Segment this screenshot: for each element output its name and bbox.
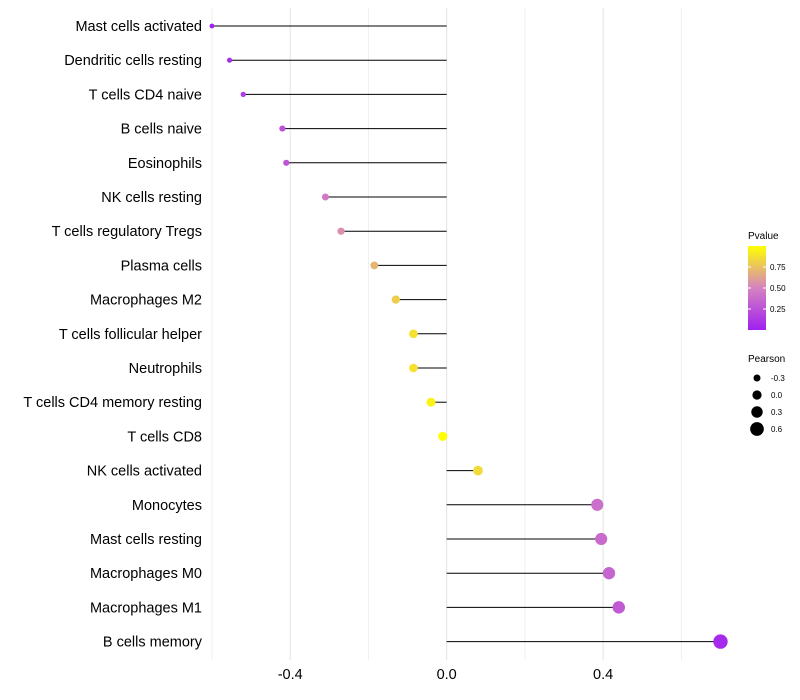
category-label-12: T cells CD8 [127,429,202,445]
point-9 [409,329,418,339]
pvalue-tick-label-2: 0.75 [770,263,786,272]
category-label-7: Plasma cells [121,258,202,274]
x-tick-label-2: 0.4 [593,667,613,683]
pearson-size-label-2: 0.3 [771,408,783,417]
x-axis-tick-labels: -0.4 0.0 0.4 [278,667,614,683]
category-labels: Mast cells activated Dendritic cells rest… [23,19,202,651]
category-label-16: Macrophages M0 [90,566,202,582]
pearson-size-key-3 [750,422,764,436]
gridlines [211,8,682,660]
category-label-2: T cells CD4 naive [89,87,202,103]
point-14 [591,498,604,511]
point-3 [279,125,286,132]
point-10 [409,363,418,373]
point-7 [370,261,379,270]
pvalue-tick-label-1: 0.50 [770,284,786,293]
point-8 [391,295,400,304]
point-6 [337,227,345,235]
category-label-6: T cells regulatory Tregs [52,224,202,240]
pearson-size-label-0: -0.3 [771,374,785,383]
pearson-size-key-1 [752,390,762,400]
category-label-3: B cells naive [121,122,202,138]
category-label-4: Eosinophils [128,156,202,172]
category-label-17: Macrophages M1 [90,600,202,616]
point-1 [226,57,233,63]
category-label-15: Mast cells resting [90,532,202,548]
point-5 [321,193,329,201]
pvalue-legend: Pvalue 0.25 0.50 0.75 [748,231,786,330]
point-13 [473,465,483,476]
x-tick-label-1: 0.0 [437,667,457,683]
x-tick-label-0: -0.4 [278,667,303,683]
category-label-18: B cells memory [103,635,203,651]
point-17 [612,601,626,614]
category-label-10: Neutrophils [129,361,202,377]
pearson-size-key-0 [753,374,761,382]
category-label-1: Dendritic cells resting [64,53,202,69]
point-2 [240,91,246,98]
category-label-8: Macrophages M2 [90,293,202,309]
category-label-11: T cells CD4 memory resting [23,395,202,411]
point-11 [426,397,436,407]
category-label-9: T cells follicular helper [59,327,202,343]
pearson-size-key-2 [751,406,763,418]
category-label-0: Mast cells activated [75,19,202,35]
lollipop-points [209,23,728,649]
point-18 [713,634,728,649]
pvalue-colorbar [748,246,766,330]
point-4 [283,159,290,166]
category-label-14: Monocytes [132,498,202,514]
category-label-5: NK cells resting [101,190,202,206]
point-12 [438,431,448,441]
pvalue-tick-label-0: 0.25 [770,305,786,314]
pearson-size-label-1: 0.0 [771,391,783,400]
lollipop-stems [211,25,721,643]
category-label-13: NK cells activated [87,464,202,480]
pvalue-legend-title: Pvalue [748,231,779,242]
pearson-legend: Pearson -0.3 0.0 0.3 0.6 [748,354,785,436]
point-16 [602,567,616,580]
pearson-legend-title: Pearson [748,354,785,365]
point-0 [209,23,215,29]
point-15 [595,532,608,546]
pearson-size-label-3: 0.6 [771,425,783,434]
